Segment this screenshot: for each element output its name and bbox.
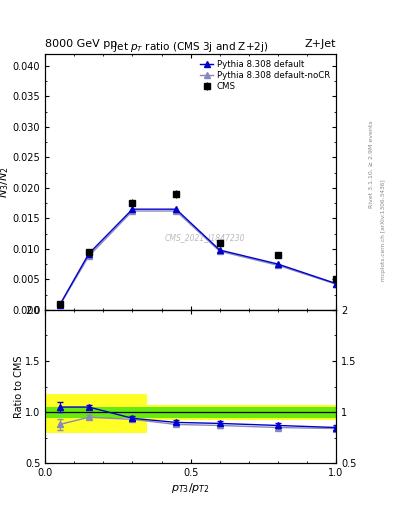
X-axis label: $p_{T3}/p_{T2}$: $p_{T3}/p_{T2}$ — [171, 481, 210, 495]
Pythia 8.308 default — [334, 281, 338, 287]
Text: Z+Jet: Z+Jet — [305, 38, 336, 49]
Text: CMS_2021_I1847230: CMS_2021_I1847230 — [165, 233, 245, 243]
Pythia 8.308 default — [217, 247, 222, 253]
Line: Pythia 8.308 default-noCR: Pythia 8.308 default-noCR — [57, 208, 339, 309]
Legend: Pythia 8.308 default, Pythia 8.308 default-noCR, CMS: Pythia 8.308 default, Pythia 8.308 defau… — [198, 58, 332, 93]
Pythia 8.308 default-noCR — [275, 262, 280, 268]
Line: Pythia 8.308 default: Pythia 8.308 default — [57, 206, 339, 308]
Pythia 8.308 default-noCR — [130, 208, 135, 214]
Pythia 8.308 default-noCR — [334, 281, 338, 287]
Pythia 8.308 default — [174, 206, 178, 212]
Y-axis label: Ratio to CMS: Ratio to CMS — [14, 355, 24, 418]
Pythia 8.308 default-noCR — [174, 208, 178, 214]
Pythia 8.308 default — [130, 206, 135, 212]
Pythia 8.308 default-noCR — [86, 253, 91, 259]
Text: Rivet 3.1.10, ≥ 2.9M events: Rivet 3.1.10, ≥ 2.9M events — [369, 120, 374, 208]
Pythia 8.308 default — [57, 302, 62, 308]
Pythia 8.308 default — [86, 250, 91, 257]
Y-axis label: $N_3/N_2$: $N_3/N_2$ — [0, 166, 11, 198]
Title: Jet $p_T$ ratio (CMS 3j and Z+2j): Jet $p_T$ ratio (CMS 3j and Z+2j) — [113, 39, 268, 54]
Text: 8000 GeV pp: 8000 GeV pp — [45, 38, 118, 49]
Pythia 8.308 default — [275, 261, 280, 267]
Text: mcplots.cern.ch [arXiv:1306.3436]: mcplots.cern.ch [arXiv:1306.3436] — [381, 180, 386, 281]
Pythia 8.308 default-noCR — [217, 248, 222, 254]
Pythia 8.308 default-noCR — [57, 303, 62, 309]
